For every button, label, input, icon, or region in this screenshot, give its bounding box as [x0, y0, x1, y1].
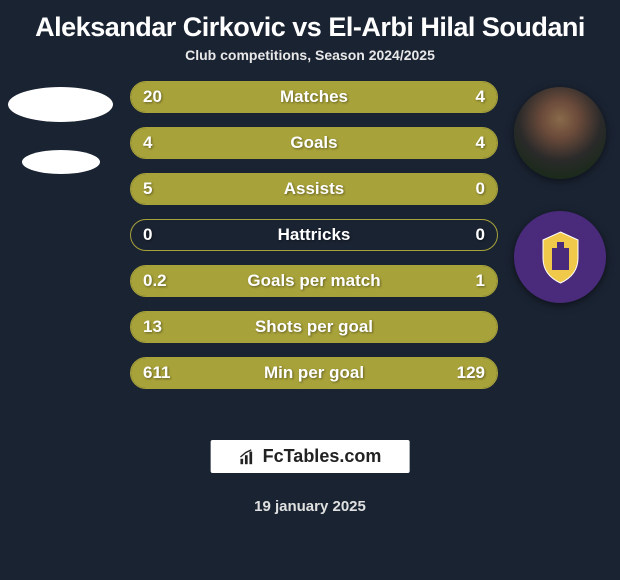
stat-label: Assists [131, 179, 497, 199]
shield-icon [538, 230, 583, 285]
stats-column: 204Matches 44Goals 50Assists 00Hattricks 0.2… [130, 81, 498, 389]
placeholder-oval-large [8, 87, 113, 122]
club-badge [514, 211, 606, 303]
comparison-area: 204Matches 44Goals 50Assists 00Hattricks 0.2… [0, 79, 620, 409]
page-title: Aleksandar Cirkovic vs El-Arbi Hilal Sou… [0, 0, 620, 47]
stat-row: 00Hattricks [130, 219, 498, 251]
subtitle: Club competitions, Season 2024/2025 [0, 47, 620, 79]
stat-row: 13Shots per goal [130, 311, 498, 343]
stat-row: 0.21Goals per match [130, 265, 498, 297]
stat-label: Shots per goal [131, 317, 497, 337]
footer-date: 19 january 2025 [0, 498, 620, 515]
player-photo [514, 87, 606, 179]
stat-row: 44Goals [130, 127, 498, 159]
right-images-column [514, 87, 606, 303]
fctables-logo[interactable]: FcTables.com [211, 440, 410, 473]
stat-label: Min per goal [131, 363, 497, 383]
chart-icon [239, 448, 257, 466]
stat-row: 611129Min per goal [130, 357, 498, 389]
stat-label: Hattricks [131, 225, 497, 245]
stat-row: 204Matches [130, 81, 498, 113]
stat-label: Goals per match [131, 271, 497, 291]
placeholder-oval-small [22, 150, 100, 174]
stat-label: Matches [131, 87, 497, 107]
logo-text: FcTables.com [263, 446, 382, 467]
stat-row: 50Assists [130, 173, 498, 205]
left-placeholder-column [8, 87, 113, 174]
stat-label: Goals [131, 133, 497, 153]
